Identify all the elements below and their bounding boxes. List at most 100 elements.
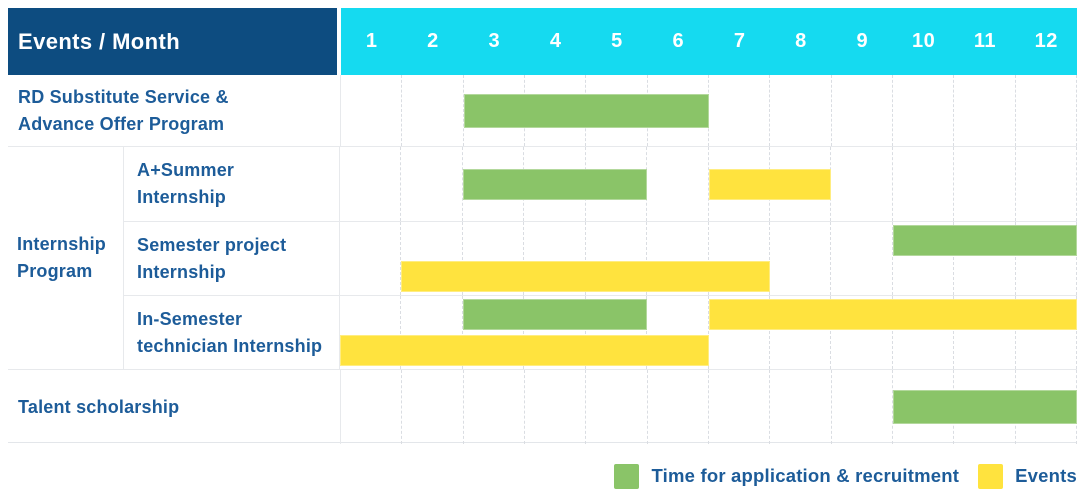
month-grid-cell <box>954 75 1016 146</box>
row-label-text: RD Substitute Service & <box>18 86 229 107</box>
month-grid-cell <box>586 296 648 369</box>
month-grid-cell <box>402 75 464 146</box>
month-grid-cell <box>463 296 525 369</box>
table-subrow: In-Semester technician Internship <box>124 295 1078 370</box>
timeline-area <box>340 222 1078 296</box>
events-month-table: Events / Month 1 2 3 4 5 6 7 8 9 10 11 12 RD Substi… <box>8 8 1078 444</box>
subrow-label-text: Internship <box>137 187 227 207</box>
month-grid-cell <box>647 222 709 295</box>
month-grid-cell <box>832 75 893 146</box>
month-grid-cell <box>831 296 893 369</box>
legend-swatch-yellow <box>978 463 1004 489</box>
month-grid-cell <box>709 370 771 444</box>
legend-item-yellow: Events <box>978 463 1077 489</box>
month-grid-cell <box>647 147 709 221</box>
legend-item-green: Time for application & recruitment <box>614 463 959 489</box>
month-grid-cell <box>831 222 893 295</box>
bar-lane <box>340 222 1077 259</box>
month-grid-cell <box>340 147 402 221</box>
month-header-5: 5 <box>611 30 623 52</box>
table-header-row: Events / Month 1 2 3 4 5 6 7 8 9 10 11 12 <box>8 8 1077 75</box>
month-grid-cell <box>954 296 1016 369</box>
month-grid-cell <box>832 370 893 444</box>
legend-swatch-green <box>614 463 640 489</box>
timeline-area <box>341 370 1077 444</box>
bar-lane <box>341 75 1077 146</box>
month-grid-cell <box>893 75 955 146</box>
timeline-area <box>340 296 1078 370</box>
month-header-7: 7 <box>733 30 746 52</box>
table-row: Talent scholarship <box>8 369 1077 444</box>
month-grid-cell <box>954 147 1016 221</box>
row-label-text: Advance Offer Program <box>18 113 225 134</box>
month-header-9: 9 <box>856 30 869 52</box>
month-grid-cell <box>401 222 463 295</box>
month-grid-cell <box>340 296 402 369</box>
month-header-8: 8 <box>795 30 807 52</box>
month-grid-cell <box>586 370 648 444</box>
month-header-10: 10 <box>911 30 936 52</box>
bar-lanes <box>341 370 1077 444</box>
row-label: Talent scholarship <box>8 370 341 444</box>
application-recruitment-bar <box>893 390 1077 424</box>
month-grid-cell <box>1016 296 1078 369</box>
events-month-header-cell: Events / Month <box>8 8 341 75</box>
month-header-3: 3 <box>488 30 501 52</box>
events-bar <box>340 335 709 367</box>
month-grid-cell <box>402 370 464 444</box>
bar-lanes <box>341 75 1077 146</box>
month-grid-cell <box>401 147 463 221</box>
subrow-label-text: Semester project <box>137 234 287 255</box>
month-grid-cell <box>770 296 832 369</box>
month-grid-cell <box>709 296 770 369</box>
subrow-label: A+Summer Internship <box>124 147 340 221</box>
month-grid-cell <box>709 75 771 146</box>
month-header-strip: 1 2 3 4 5 6 7 8 9 10 11 12 <box>341 8 1077 75</box>
month-grid-cell <box>1016 147 1078 221</box>
row-label: RD Substitute Service & Advance Offer Pro… <box>8 75 341 146</box>
month-header-11: 11 <box>973 30 997 52</box>
internship-program-section: Internship Program A+Summer Internship Semes… <box>8 146 1078 370</box>
timeline-area <box>340 147 1078 221</box>
month-grid-cell <box>770 370 832 444</box>
table-subrow: Semester project Internship <box>124 221 1078 296</box>
bar-lane <box>340 333 1077 370</box>
month-grid-cell <box>525 370 587 444</box>
month-grid-cell <box>709 222 770 295</box>
month-grid-cell <box>464 370 525 444</box>
month-grid-cell <box>524 222 586 295</box>
row-label-text: Talent scholarship <box>18 396 180 417</box>
legend: Time for application & recruitment Events <box>8 461 1077 491</box>
gantt-chart: Events / Month 1 2 3 4 5 6 7 8 9 10 11 12 RD Substi… <box>8 8 1078 444</box>
month-grid-cell <box>648 370 709 444</box>
subrow-label: Semester project Internship <box>124 222 340 295</box>
application-recruitment-bar <box>892 224 1077 256</box>
group-label: Internship Program <box>8 147 124 369</box>
month-grid-cell <box>831 147 893 221</box>
bar-lane <box>340 296 1077 333</box>
month-header-6: 6 <box>672 30 685 52</box>
timeline-area <box>341 75 1077 146</box>
month-grid-cell <box>770 222 832 295</box>
group-label-text: Program <box>17 261 93 281</box>
bar-lane <box>340 147 1077 221</box>
application-recruitment-bar <box>463 93 709 128</box>
events-bar <box>708 168 832 200</box>
month-grid-cell <box>954 222 1016 295</box>
month-grid-cell <box>341 370 403 444</box>
group-label-text: Internship <box>17 234 107 254</box>
application-recruitment-bar <box>462 298 648 330</box>
bar-lane <box>340 259 1077 296</box>
month-header-12: 12 <box>1034 30 1058 52</box>
month-grid-cell <box>770 75 832 146</box>
subrow-label-text: technician Internship <box>137 335 323 356</box>
bar-lane <box>341 370 1077 444</box>
month-header-1: 1 <box>365 30 378 52</box>
group-subrows: A+Summer Internship Semester project Intern… <box>124 147 1078 370</box>
table-subrow: A+Summer Internship <box>124 147 1078 221</box>
events-bar <box>708 298 1077 330</box>
month-grid-cell <box>1016 75 1077 146</box>
subrow-label-text: Internship <box>137 261 227 282</box>
application-recruitment-bar <box>462 168 648 200</box>
month-grid-cell <box>1016 222 1078 295</box>
